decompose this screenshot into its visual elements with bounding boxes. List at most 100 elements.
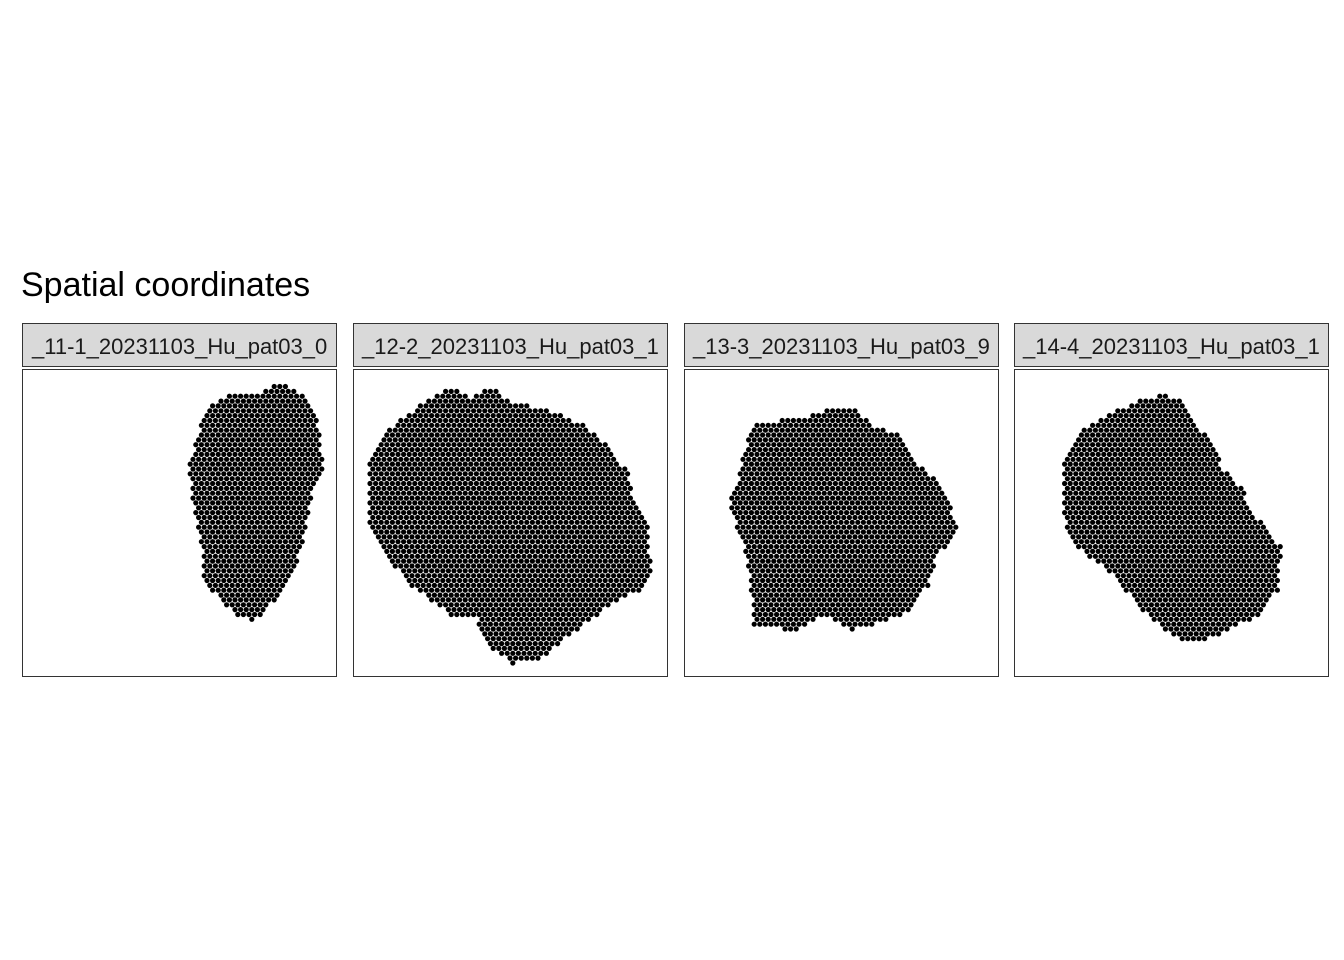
spot-point	[263, 427, 269, 433]
spot-point	[751, 437, 757, 443]
spot-point	[310, 461, 316, 467]
spot-point	[226, 442, 232, 448]
spot-point	[740, 456, 746, 462]
spot-point	[501, 490, 507, 496]
spot-point	[846, 417, 852, 424]
spot-point	[546, 577, 552, 584]
spot-point	[524, 490, 530, 496]
spot-point	[639, 553, 645, 559]
spot-point	[939, 510, 945, 516]
spot-point	[280, 476, 286, 482]
spot-point	[585, 451, 591, 457]
spot-point	[630, 587, 636, 593]
spot-point	[799, 500, 805, 506]
spot-point	[776, 548, 782, 554]
spot-point	[1146, 471, 1152, 477]
spot-point	[515, 621, 521, 627]
spot-point	[476, 573, 482, 579]
spot-point	[198, 432, 204, 438]
spot-point	[254, 490, 260, 496]
spot-point	[504, 641, 510, 647]
spot-point	[566, 553, 572, 559]
spot-point	[254, 500, 260, 506]
spot-point	[597, 471, 603, 477]
spot-point	[218, 476, 224, 482]
spot-point	[1157, 442, 1163, 448]
spot-point	[877, 587, 883, 593]
spot-point	[1244, 524, 1250, 530]
spot-point	[403, 427, 409, 433]
spot-point	[869, 427, 875, 433]
spot-point	[782, 568, 788, 574]
spot-point	[928, 490, 934, 496]
spot-point	[771, 510, 777, 516]
spot-point	[373, 461, 379, 467]
spot-point	[288, 432, 294, 438]
spot-point	[445, 461, 451, 467]
spot-point	[215, 471, 221, 477]
spot-point	[479, 413, 485, 419]
spot-point	[249, 539, 255, 545]
spot-point	[855, 480, 861, 487]
spot-point	[499, 476, 505, 482]
spot-point	[644, 563, 650, 569]
spot-point	[257, 427, 263, 433]
spot-point	[263, 398, 269, 404]
spot-point	[266, 413, 272, 419]
spot-point	[832, 597, 838, 603]
spot-point	[240, 485, 246, 491]
spot-point	[238, 461, 244, 467]
spot-point	[389, 539, 395, 545]
spot-point	[894, 519, 900, 525]
spot-point	[1148, 485, 1154, 491]
spot-point	[627, 534, 633, 540]
spot-point	[788, 587, 794, 593]
spot-point	[751, 514, 757, 521]
spot-point	[1098, 447, 1104, 453]
spot-point	[398, 553, 404, 559]
spot-point	[939, 500, 945, 506]
spot-point	[482, 544, 488, 550]
spot-point	[891, 456, 897, 462]
spot-point	[802, 514, 808, 521]
spot-point	[263, 544, 269, 550]
spot-point	[928, 519, 934, 525]
spot-point	[448, 553, 454, 559]
spot-point	[218, 534, 224, 540]
spot-point	[1151, 432, 1157, 438]
spot-point	[627, 582, 633, 588]
spot-point	[254, 558, 260, 564]
spot-point	[459, 505, 465, 511]
spot-point	[802, 602, 808, 608]
spot-point	[207, 524, 213, 530]
spot-point	[398, 476, 404, 482]
spot-point	[835, 563, 841, 569]
spot-point	[855, 451, 861, 457]
spot-point	[541, 607, 547, 613]
spot-point	[841, 553, 847, 559]
spot-point	[198, 490, 204, 496]
spot-point	[1216, 524, 1222, 530]
spot-point	[757, 476, 763, 482]
spot-point	[580, 519, 586, 525]
spot-point	[804, 558, 810, 564]
spot-point	[810, 548, 816, 554]
spot-point	[1120, 485, 1126, 491]
spot-point	[838, 510, 844, 516]
spot-point	[880, 534, 886, 540]
spot-point	[804, 480, 810, 487]
spot-point	[392, 437, 398, 443]
spot-point	[518, 587, 524, 593]
spot-point	[277, 500, 283, 506]
spot-point	[849, 587, 855, 593]
spot-point	[504, 505, 510, 511]
spot-point	[571, 611, 577, 618]
spot-point	[583, 592, 589, 598]
spot-point	[518, 480, 524, 487]
spot-point	[524, 539, 530, 545]
spot-point	[860, 568, 866, 574]
spot-point	[807, 456, 813, 462]
spot-point	[296, 476, 302, 482]
spot-point	[793, 442, 799, 448]
spot-point	[858, 417, 864, 424]
